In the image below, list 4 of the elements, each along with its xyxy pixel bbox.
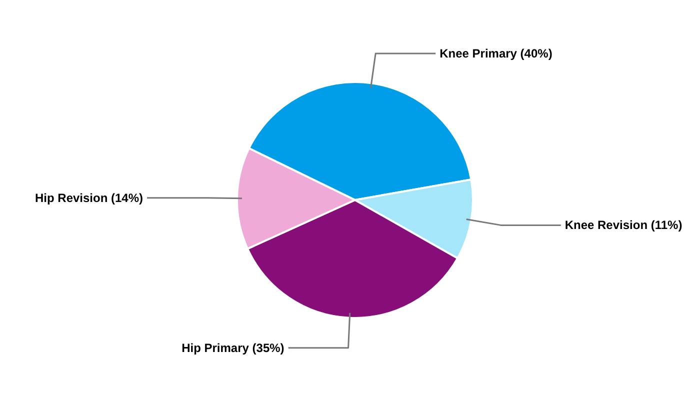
slice-label: Knee Revision (11%): [564, 218, 682, 232]
slice-label: Hip Revision (14%): [34, 190, 144, 205]
slice-label: Knee Primary (40%): [440, 46, 552, 60]
slice-label: Hip Primary (35%): [182, 340, 284, 355]
